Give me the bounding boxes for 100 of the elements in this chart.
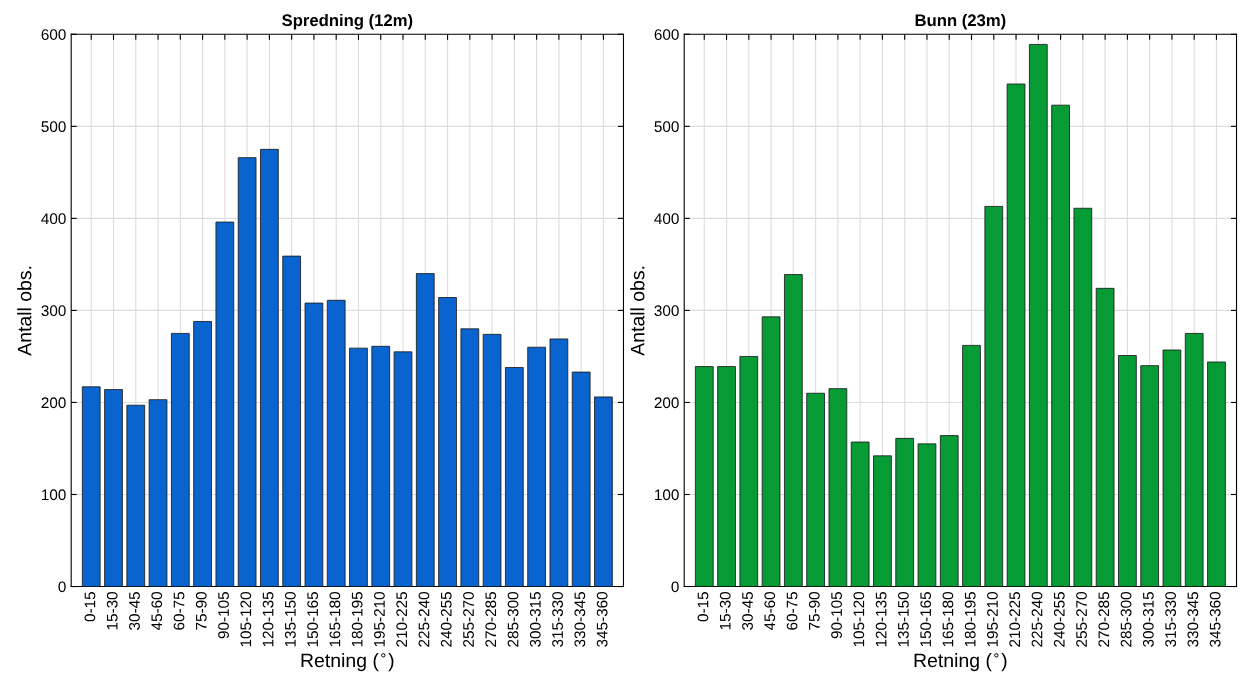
bar — [148, 399, 168, 587]
x-tick-label: 150-165 — [307, 592, 319, 647]
bar — [371, 345, 391, 587]
x-tick-label: 15-30 — [719, 591, 731, 630]
bar — [104, 389, 123, 587]
y-tick-label: 200 — [654, 397, 679, 409]
y-axis-title: Antall obs. — [17, 266, 32, 356]
y-tick-label: 600 — [41, 29, 66, 40]
x-tick-label: 300-315 — [1142, 592, 1154, 647]
bar — [828, 388, 848, 587]
bar — [304, 302, 324, 587]
bar — [917, 443, 937, 587]
x-axis-title: Retning ($^{∘}$) — [301, 653, 394, 672]
y-tick-label: 100 — [42, 489, 66, 501]
x-tick-label: 225-240 — [418, 591, 430, 647]
y-tick-label: 600 — [654, 29, 679, 40]
x-tick-label: 165-180 — [329, 591, 341, 647]
bar — [438, 297, 457, 587]
bar — [460, 328, 480, 587]
bar — [939, 435, 959, 587]
bar — [482, 333, 502, 587]
bar — [126, 404, 146, 587]
chart-title: Spredning (12m) — [282, 13, 413, 30]
bar — [873, 455, 892, 587]
bar — [81, 386, 101, 587]
bar — [1073, 207, 1093, 587]
bar — [527, 346, 546, 587]
x-tick-label: 240-255 — [1053, 592, 1065, 647]
bar — [571, 371, 591, 587]
x-tick-label: 285-300 — [1120, 591, 1132, 647]
x-tick-label: 75-90 — [195, 591, 207, 630]
y-tick-label: 400 — [654, 213, 679, 225]
bar — [984, 205, 1004, 587]
x-tick-label: 60-75 — [173, 592, 185, 630]
y-tick-label: 100 — [655, 489, 679, 501]
x-tick-label: 165-180 — [942, 591, 954, 647]
y-axis-title: Antall obs. — [630, 266, 645, 356]
bar — [415, 273, 435, 587]
bar — [694, 366, 714, 587]
x-tick-label: 240-255 — [440, 592, 452, 647]
x-tick-label: 90-105 — [218, 592, 229, 639]
x-tick-label: 210-225 — [396, 592, 408, 647]
bar — [215, 221, 235, 587]
chart-title: Bunn (23m) — [915, 13, 1006, 30]
bar — [1162, 349, 1182, 587]
x-tick-label: 270-285 — [1098, 592, 1110, 647]
bar — [1207, 361, 1226, 587]
x-tick-label: 15-30 — [106, 591, 118, 630]
bar — [326, 299, 346, 587]
bar — [282, 255, 301, 587]
x-tick-label: 345-360 — [1209, 591, 1221, 647]
bar — [237, 157, 257, 587]
x-tick-label: 180-195 — [964, 592, 976, 647]
bar — [1095, 287, 1115, 587]
x-tick-label: 330-345 — [574, 592, 586, 647]
y-tick-label: 0 — [58, 581, 66, 593]
bar — [1140, 365, 1159, 587]
bar — [806, 392, 825, 587]
x-tick-label: 270-285 — [485, 592, 497, 647]
bar — [962, 344, 981, 587]
x-axis-title: Retning ($^{∘}$) — [914, 653, 1007, 672]
bar — [1006, 83, 1026, 587]
x-tick-label: 225-240 — [1031, 591, 1043, 647]
y-tick-label: 300 — [41, 305, 66, 317]
x-tick-label: 255-270 — [1076, 591, 1087, 647]
x-tick-label: 45-60 — [151, 591, 163, 631]
x-tick-label: 135-150 — [897, 591, 909, 647]
x-tick-label: 195-210 — [374, 591, 385, 647]
x-tick-label: 150-165 — [920, 592, 932, 647]
x-tick-label: 120-135 — [262, 592, 274, 647]
bar — [393, 351, 413, 587]
x-tick-label: 30-45 — [129, 592, 140, 630]
x-tick-label: 210-225 — [1009, 592, 1021, 647]
x-tick-label: 30-45 — [742, 592, 753, 630]
y-tick-label: 400 — [41, 213, 66, 225]
bar — [594, 396, 613, 587]
bar — [717, 366, 736, 587]
bar — [1118, 355, 1137, 587]
x-tick-label: 75-90 — [808, 591, 820, 630]
bar — [1184, 333, 1204, 587]
x-tick-label: 315-330 — [552, 591, 563, 647]
x-tick-label: 90-105 — [831, 592, 842, 639]
x-tick-label: 0-15 — [697, 592, 709, 622]
x-tick-label: 135-150 — [284, 591, 296, 647]
bar — [549, 338, 569, 587]
x-tick-label: 180-195 — [351, 592, 363, 647]
x-tick-label: 285-300 — [507, 591, 519, 647]
y-tick-label: 500 — [41, 121, 66, 133]
bar — [505, 367, 524, 587]
bar — [170, 333, 190, 587]
x-tick-label: 45-60 — [764, 591, 776, 631]
bar — [739, 356, 759, 587]
x-tick-label: 345-360 — [596, 591, 608, 647]
y-tick-label: 500 — [654, 121, 679, 133]
x-tick-label: 315-330 — [1165, 591, 1177, 647]
bar — [761, 316, 781, 587]
bar — [895, 437, 915, 587]
x-tick-label: 60-75 — [786, 592, 798, 630]
x-tick-label: 105-120 — [853, 591, 865, 647]
bar — [1051, 104, 1070, 587]
